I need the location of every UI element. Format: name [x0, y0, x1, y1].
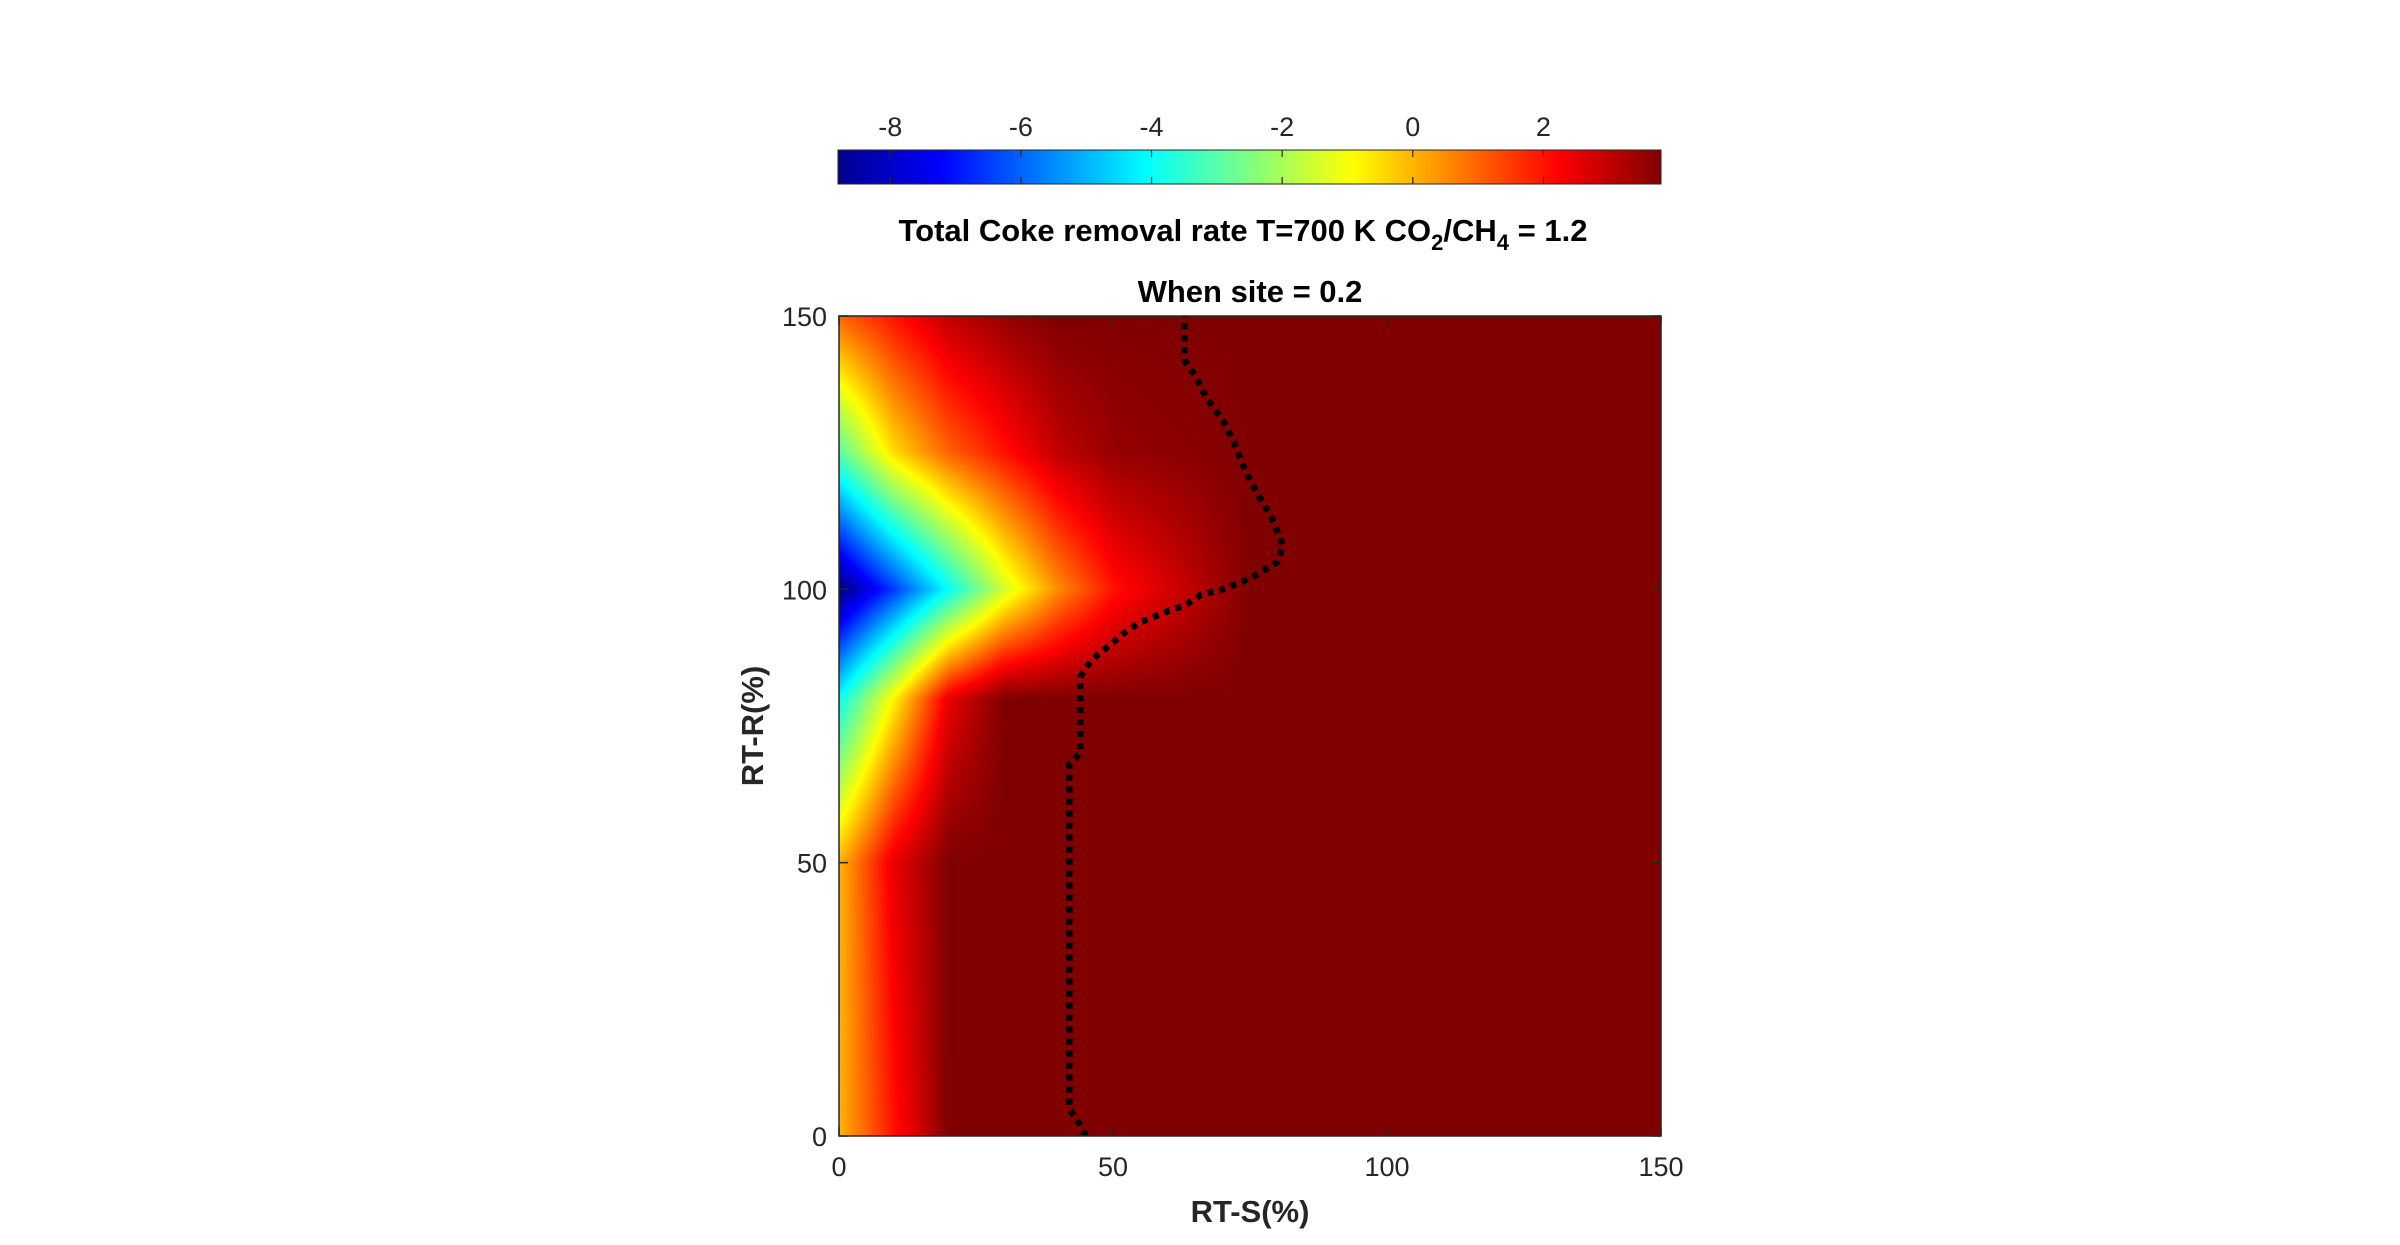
colorbar: -8 -6 -4 -2 0 2	[837, 112, 1662, 185]
x-tick-label: 0	[831, 1152, 846, 1182]
y-tick-label: 50	[797, 849, 827, 879]
colorbar-tick-label: -2	[1270, 112, 1294, 142]
contour-line	[1065, 316, 1287, 1136]
colorbar-tick-label: 2	[1536, 112, 1551, 142]
colorbar-tick-label: -6	[1009, 112, 1033, 142]
colorbar-tick-label: 0	[1405, 112, 1420, 142]
colorbar-gradient	[837, 149, 1662, 185]
x-axis: 0 50 100 150	[831, 316, 1684, 1182]
y-axis: 0 50 100 150	[782, 302, 1661, 1152]
y-tick-label: 100	[782, 575, 827, 605]
heatmap-canvas	[839, 316, 1661, 1136]
x-tick-label: 50	[1098, 1152, 1128, 1182]
y-tick-label: 0	[812, 1122, 827, 1152]
colorbar-ticks: -8 -6 -4 -2 0 2	[878, 112, 1551, 184]
x-axis-label: RT-S(%)	[1191, 1194, 1310, 1229]
chart-subtitle: When site = 0.2	[1138, 274, 1363, 309]
y-axis-label: RT-R(%)	[735, 666, 770, 787]
colorbar-tick-label: -8	[878, 112, 902, 142]
x-tick-label: 150	[1638, 1152, 1683, 1182]
x-tick-label: 100	[1364, 1152, 1409, 1182]
chart-title: Total Coke removal rate T=700 K CO2/CH4 …	[899, 213, 1588, 255]
heatmap-surface	[839, 316, 1661, 1136]
plot-frame	[838, 315, 1662, 1137]
colorbar-tick-label: -4	[1140, 112, 1164, 142]
y-tick-label: 150	[782, 302, 827, 332]
